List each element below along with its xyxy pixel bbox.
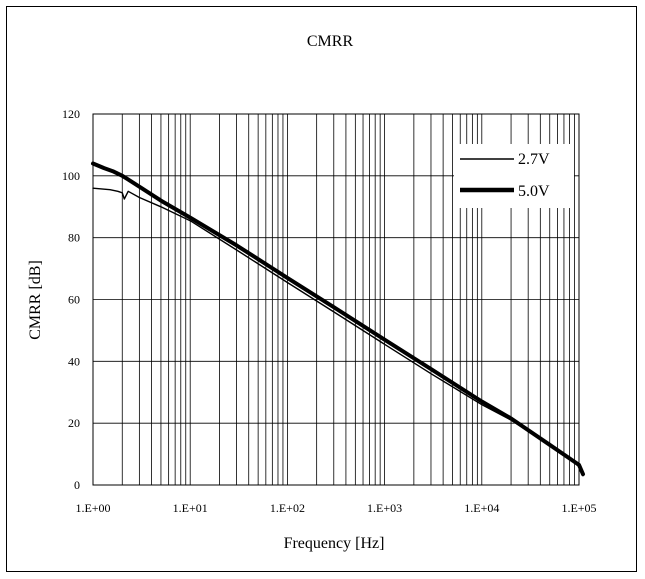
legend: 2.7V 5.0V: [454, 144, 574, 208]
x-tick-label: 1.E+00: [75, 501, 110, 515]
x-tick-label: 1.E+04: [464, 501, 499, 515]
legend-label-2-7v: 2.7V: [518, 151, 550, 168]
y-tick-label: 120: [62, 107, 80, 121]
x-tick-label: 1.E+02: [270, 501, 305, 515]
series-layer: [91, 161, 585, 477]
series-line-5-0v: [91, 161, 585, 477]
grid-layer: [93, 114, 580, 485]
chart-frame: [6, 6, 637, 572]
y-tick-label: 80: [68, 231, 80, 245]
x-axis-label: Frequency [Hz]: [284, 535, 385, 552]
x-tick-label: 1.E+03: [367, 501, 402, 515]
legend-label-5-0v: 5.0V: [518, 183, 550, 200]
chart-title: CMRR: [307, 33, 354, 50]
y-tick-label: 20: [68, 416, 80, 430]
legend-box: [454, 144, 574, 208]
y-axis-label: CMRR [dB]: [27, 260, 44, 340]
tick-labels: 1.E+00 1.E+01 1.E+02 1.E+03 1.E+04 1.E+05 0 20 4…: [62, 107, 597, 515]
y-tick-label: 100: [62, 169, 80, 183]
y-tick-label: 60: [68, 293, 80, 307]
x-tick-label: 1.E+05: [561, 501, 596, 515]
y-tick-label: 40: [68, 354, 80, 368]
x-tick-label: 1.E+01: [173, 501, 208, 515]
plot-area: [92, 113, 580, 486]
y-tick-label: 0: [74, 478, 80, 492]
series-line-2-7v: [92, 187, 584, 477]
